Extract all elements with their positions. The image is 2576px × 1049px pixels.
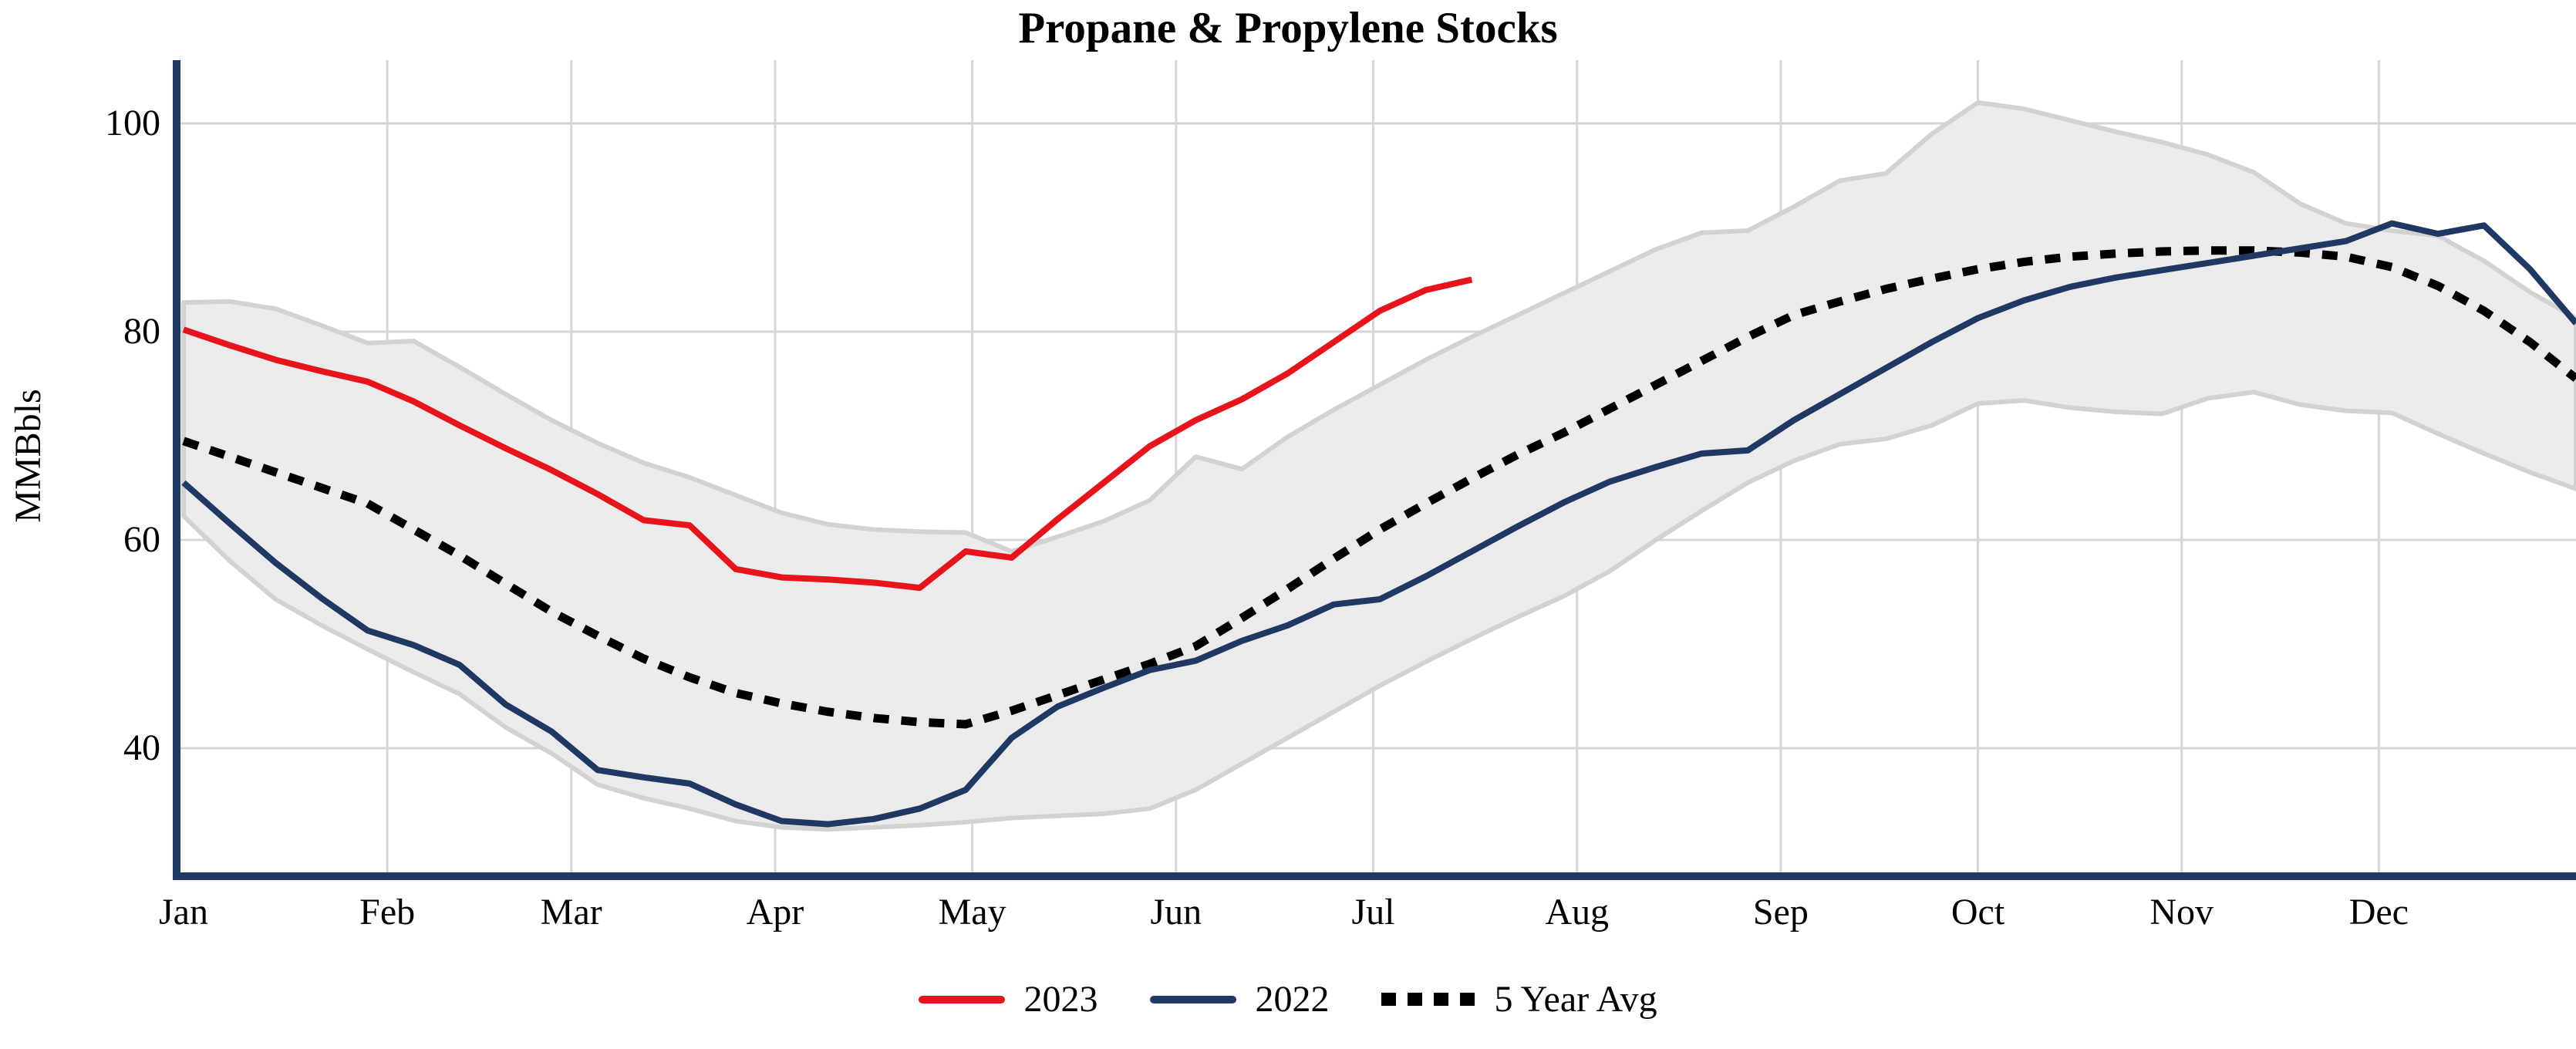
x-tick-jun: Jun [1150, 892, 1202, 933]
x-tick-nov: Nov [2149, 892, 2214, 933]
legend: 2023 2022 5 Year Avg [0, 978, 2576, 1020]
chart-title: Propane & Propylene Stocks [1018, 4, 1558, 52]
x-tick-feb: Feb [359, 892, 416, 933]
y-tick-80: 80 [123, 311, 160, 352]
x-tick-jul: Jul [1351, 892, 1395, 933]
x-tick-apr: Apr [746, 892, 804, 933]
legend-swatch-5yr-avg-dotted-icon [1381, 993, 1476, 1006]
y-tick-100: 100 [105, 103, 160, 143]
legend-item-5yr-avg: 5 Year Avg [1381, 978, 1657, 1020]
x-tick-aug: Aug [1545, 892, 1609, 933]
legend-swatch-2022-line-icon [1150, 995, 1237, 1003]
y-tick-40: 40 [123, 727, 160, 768]
legend-label-5yr-avg: 5 Year Avg [1494, 979, 1657, 1020]
x-tick-sep: Sep [1752, 892, 1809, 933]
legend-swatch-2023-line-icon [919, 995, 1006, 1003]
legend-item-2023: 2023 [919, 978, 1097, 1020]
y-tick-60: 60 [123, 519, 160, 560]
series-2022-line [181, 220, 2576, 828]
five-year-range-band [181, 100, 2576, 832]
x-tick-oct: Oct [1951, 892, 2005, 933]
legend-item-2022: 2022 [1150, 978, 1329, 1020]
x-tick-jan: Jan [159, 892, 208, 933]
series-2023-line [182, 276, 1473, 592]
legend-label-2023: 2023 [1023, 979, 1098, 1020]
x-tick-mar: Mar [540, 892, 602, 933]
x-tick-may: May [938, 892, 1006, 933]
legend-label-2022: 2022 [1255, 979, 1330, 1020]
x-tick-dec: Dec [2348, 892, 2409, 933]
